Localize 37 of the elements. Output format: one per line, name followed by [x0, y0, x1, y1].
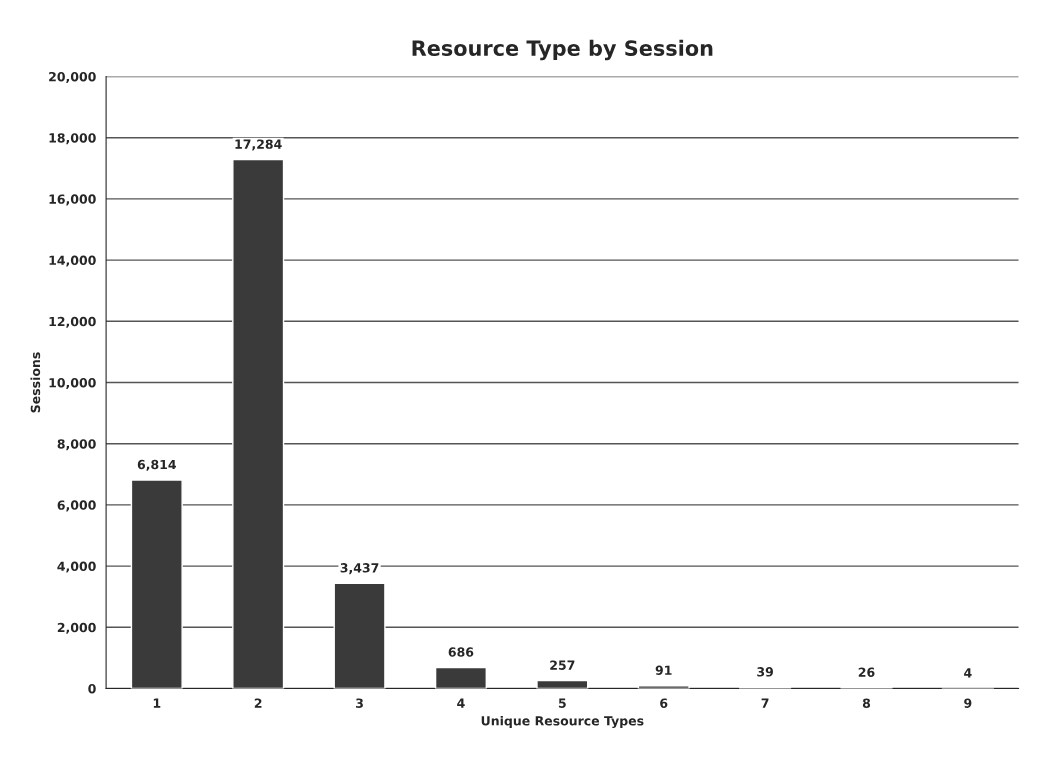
data-label: 91	[655, 665, 672, 675]
bar	[333, 582, 386, 689]
data-label: 4	[964, 668, 972, 678]
data-label: 686	[448, 647, 474, 657]
y-tick-label: 16,000	[49, 194, 96, 206]
x-tick-label: 6	[660, 698, 668, 708]
data-label: 39	[757, 667, 773, 677]
y-tick-label: 4,000	[57, 561, 96, 573]
y-tick-label: 12,000	[49, 316, 96, 328]
x-tick-label: 9	[964, 698, 972, 708]
y-axis-title: Sessions	[30, 352, 41, 413]
y-tick-label: 18,000	[49, 133, 96, 145]
x-tick-label: 7	[761, 698, 769, 708]
y-tick-label: 20,000	[49, 71, 96, 84]
chart-title: Resource Type by Session	[412, 39, 713, 61]
bar	[536, 679, 589, 689]
data-label: 257	[550, 660, 575, 670]
x-axis-title: Unique Resource Types	[481, 715, 644, 729]
data-label: 6,814	[137, 459, 176, 471]
bar	[434, 666, 487, 689]
x-tick-label: 3	[356, 698, 363, 708]
y-tick-label: 2,000	[57, 622, 96, 634]
data-label: 17,284	[235, 139, 282, 151]
y-tick-label: 6,000	[57, 500, 96, 512]
x-tick-label: 5	[558, 698, 566, 708]
y-tick-label: 10,000	[49, 377, 96, 390]
y-tick-label: 8,000	[57, 439, 96, 451]
bar	[232, 158, 285, 689]
data-label: 3,437	[340, 563, 379, 575]
y-tick-label: 0	[88, 683, 96, 694]
x-tick-label: 2	[254, 698, 262, 708]
x-tick-label: 4	[457, 698, 465, 708]
x-tick-label: 1	[153, 698, 161, 708]
bar	[130, 479, 183, 689]
y-tick-label: 14,000	[49, 255, 96, 267]
x-tick-label: 8	[862, 698, 871, 708]
data-label: 26	[858, 667, 875, 677]
